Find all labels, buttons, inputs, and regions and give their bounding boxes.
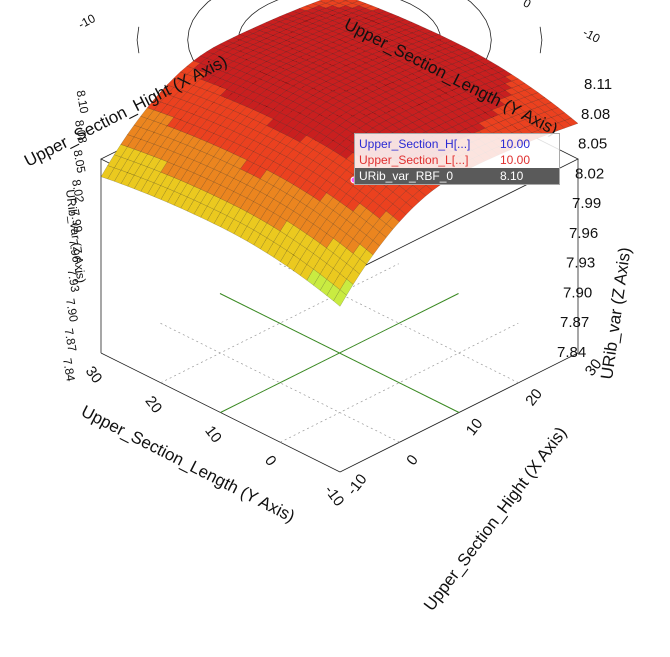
x-tick-label-bottom: -10: [344, 471, 371, 499]
cursor-x-value: 10.00: [500, 137, 531, 151]
y-tick-label-top: -10: [581, 25, 603, 46]
z-tick-label-right: 7.93: [566, 255, 595, 272]
cursor-x-label: Upper_Section_H[...]: [359, 137, 471, 151]
y-tick-label-bottom: -10: [321, 482, 348, 510]
surface-cell: [329, 0, 335, 1]
x-tick-label-bottom: 30: [582, 356, 606, 380]
floor-grid-line: [160, 263, 399, 384]
z-tick-label-right: 8.08: [581, 106, 610, 123]
cursor-y-label: Upper_Section_L[...]: [359, 153, 469, 167]
surface-cell: [343, 0, 349, 1]
z-tick-label-left: 8.08: [72, 119, 90, 145]
cursor-y-value: 10.00: [500, 153, 531, 167]
z-tick-label-left: 8.10: [74, 89, 92, 115]
z-tick-label-left: 7.87: [62, 327, 80, 353]
surface-cell: [345, 0, 360, 4]
z-tick-label-left: 8.02: [69, 178, 87, 204]
z-axis-title-right: URib_var (Z Axis): [597, 246, 634, 381]
z-tick-label-right: 8.05: [578, 136, 607, 153]
z-tick-label-right: 7.99: [572, 195, 601, 212]
cursor-drop-lines: [219, 293, 460, 413]
x-tick-label-bottom: 0: [403, 452, 422, 469]
cursor-z-value: 8.10: [500, 169, 524, 183]
z-tick-label-left: 7.96: [66, 238, 84, 264]
cursor-row-y: Upper_Section_L[...] 10.00: [359, 152, 555, 168]
cursor-drop-line: [220, 293, 459, 413]
y-tick-label-bottom: 0: [261, 452, 280, 469]
y-tick-label-top: 0: [521, 0, 534, 11]
top-contour-line: [136, 26, 543, 142]
surface-cell: [331, 0, 347, 4]
z-tick-label-right: 7.96: [569, 225, 598, 242]
y-tick-label-bottom: 10: [201, 423, 225, 447]
y-tick-label-bottom: 30: [82, 363, 106, 387]
x-tick-label-bottom: 10: [463, 415, 487, 439]
z-tick-label-left: 7.99: [68, 208, 86, 234]
cursor-row-x: Upper_Section_H[...] 10.00: [359, 136, 555, 152]
z-tick-label-right: 7.90: [563, 284, 592, 301]
cursor-z-label: URib_var_RBF_0: [359, 169, 454, 183]
x-tick-label-top: -10: [76, 11, 98, 32]
z-tick-label-right: 8.11: [584, 76, 612, 93]
z-tick-label-right: 7.84: [557, 344, 586, 361]
cursor-row-z: URib_var_RBF_0 8.10: [355, 168, 559, 184]
z-tick-label-left: 7.84: [60, 357, 78, 383]
x-axis-title-bottom: Upper_Section_Hight (X Axis): [420, 423, 571, 614]
z-tick-label-right: 8.02: [575, 165, 604, 182]
x-tick-label-top: 0: [135, 0, 148, 2]
y-tick-label-bottom: 20: [142, 393, 166, 417]
z-tick-label-left: 8.05: [71, 149, 89, 175]
surface-cell: [318, 0, 333, 4]
z-tick-label-left: 7.93: [65, 268, 83, 294]
z-tick-label-right: 7.87: [560, 314, 589, 331]
x-tick-label-bottom: 20: [522, 386, 546, 410]
floor-grid-line: [280, 322, 519, 443]
cursor-readout: Upper_Section_H[...] 10.00 Upper_Section…: [354, 133, 560, 185]
z-tick-label-left: 7.90: [63, 297, 81, 323]
